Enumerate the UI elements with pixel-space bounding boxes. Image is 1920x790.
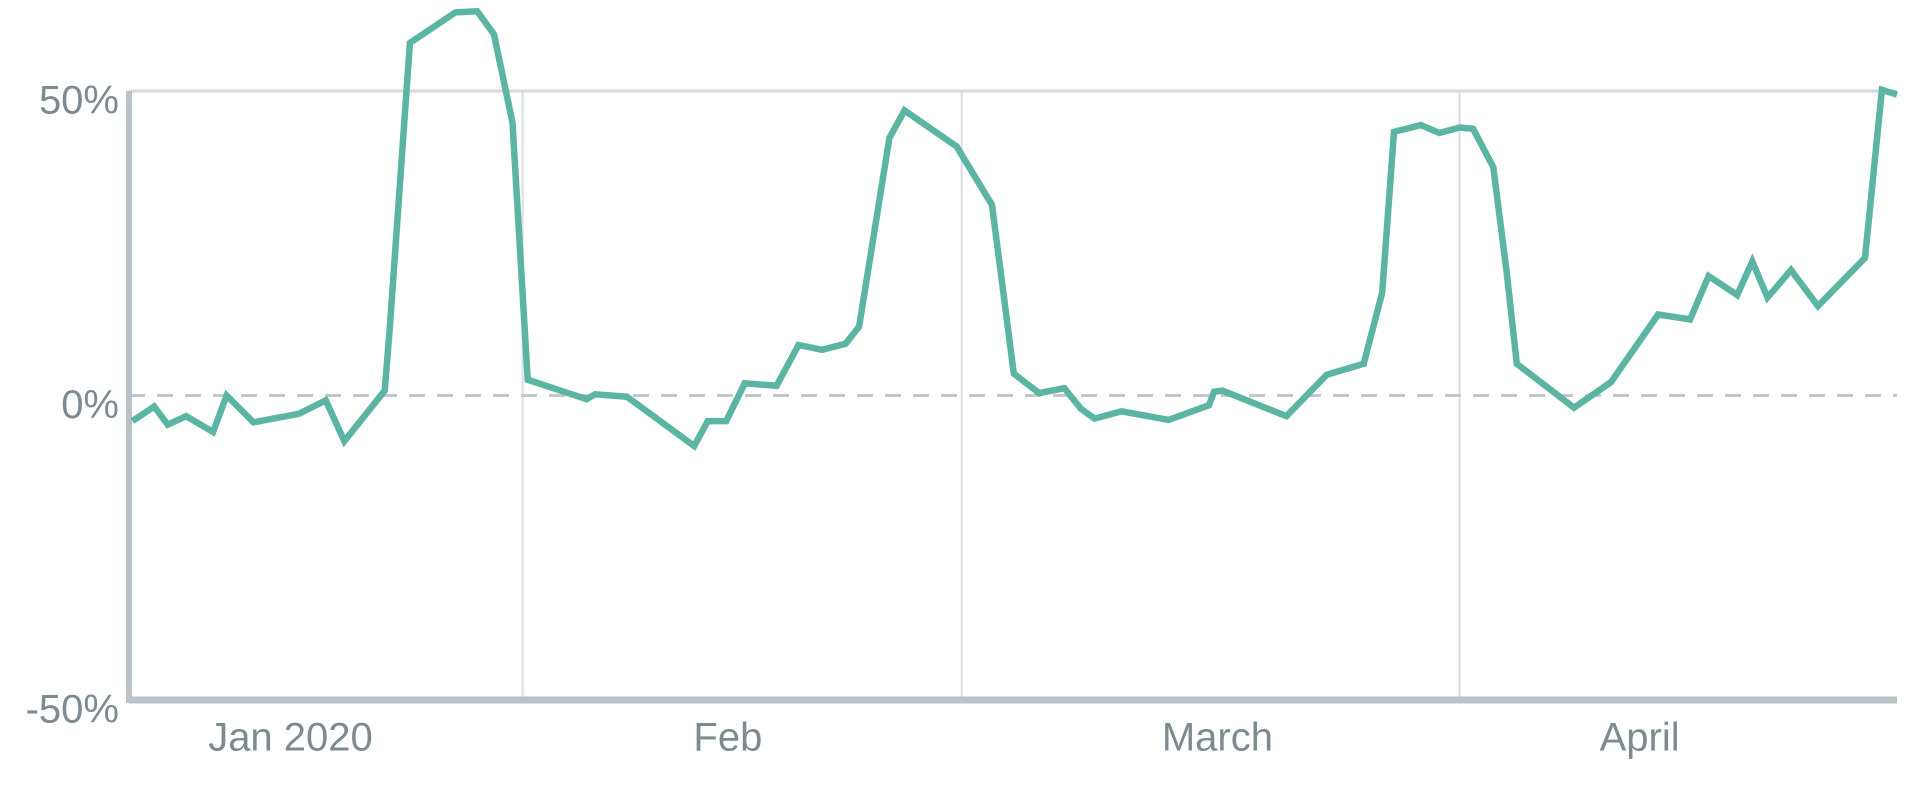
data-line <box>130 7 1899 451</box>
x-tick-label: April <box>1600 716 1680 760</box>
x-tick-label: March <box>1162 716 1273 760</box>
x-tick-label: Feb <box>693 716 762 760</box>
y-tick-label: -50% <box>26 688 119 732</box>
y-tick-label: 0% <box>61 383 119 427</box>
y-tick-label: 50% <box>39 79 119 123</box>
x-tick-label: Jan 2020 <box>208 716 373 760</box>
